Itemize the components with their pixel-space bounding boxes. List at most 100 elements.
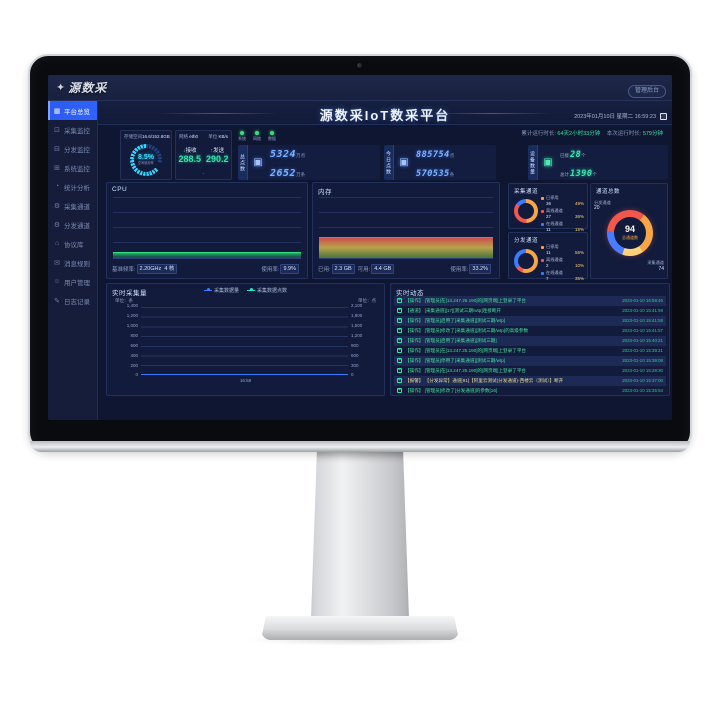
activity-row[interactable]: + 【操作】 [管理员]启用了[采集通道][测试三期] 2023-01-10 1…: [394, 336, 666, 346]
total-points-card: 总点数 ▣ 5324万点 2652万条: [238, 145, 380, 180]
sidebar-item-dispatch-channel[interactable]: ⚙ 分发通道: [48, 215, 97, 234]
sidebar-item-label: 采集监控: [64, 127, 90, 135]
today-points-value1: 885754: [416, 150, 450, 160]
left-axis-unit: 单位：条: [115, 298, 133, 303]
dispatch-channels-title: 分发通道: [514, 238, 539, 244]
sidebar-item-label: 协议库: [64, 241, 84, 249]
sidebar-item-log-records[interactable]: ✎ 日志记录: [48, 291, 97, 310]
storage-caption: 空间使用率: [138, 161, 154, 165]
logo-icon: ✦: [56, 82, 66, 94]
activity-row[interactable]: + 【操作】 [管理员]修改了[分发通道]的参数[16] 2023-01-10 …: [397, 387, 663, 394]
devices-vlabel: 设备数量: [528, 145, 538, 180]
line-marker-icon: [203, 288, 212, 292]
status-network: 网络: [253, 131, 261, 142]
status-system: 系统: [238, 131, 246, 142]
total-points-value1: 5324: [270, 149, 297, 160]
plus-icon[interactable]: +: [397, 357, 402, 364]
today-points-value2: 570535: [416, 169, 450, 179]
total-points-value2: 2652: [270, 168, 297, 179]
legend-series-2[interactable]: 采集数据点数: [247, 287, 287, 294]
activity-row[interactable]: + 【操作】 [管理员]在[13.247.25.190]的[网页端]上登录了平台…: [397, 347, 663, 354]
sidebar-item-collect-monitor[interactable]: ⊡ 采集监控: [48, 120, 97, 139]
plus-icon[interactable]: +: [397, 307, 402, 314]
memory-free-label: 可用:: [357, 267, 371, 273]
activity-row[interactable]: + 【操作】 [管理员]修改了[采集通道][测试三期/wtp]的高级参数 202…: [397, 327, 663, 334]
realtime-plot-area: [141, 307, 348, 375]
plus-icon[interactable]: +: [397, 377, 402, 384]
up-arrow-icon: ↑: [210, 148, 214, 154]
plus-icon[interactable]: +: [397, 297, 402, 304]
database-icon: ▣: [253, 157, 263, 168]
cpu-usage-label: 使用率:: [261, 267, 280, 273]
logo-text: 源数采: [68, 81, 108, 95]
plus-icon[interactable]: +: [397, 337, 402, 344]
plus-icon[interactable]: +: [397, 327, 402, 334]
activity-row[interactable]: + 【操作】 [管理员]在[13.247.25.190]的[网页端]上登录了平台…: [397, 367, 663, 374]
storage-card: 存储空间 16.6/152.8GB 8.5% 空间使用率: [120, 130, 172, 180]
system-monitor-icon: ⊞: [54, 164, 60, 172]
dispatch-channel-icon: ⚙: [53, 221, 61, 229]
collect-channels-panel: 采集通道 已停用 36 49% 离线通道 27 36% 在线通道 11 15%: [508, 183, 588, 232]
activity-row[interactable]: + 【操作】 [管理员]停用了[采集通道][测试三期/wtp] 2023-01-…: [394, 356, 666, 366]
green-dot-icon: [240, 131, 244, 135]
plus-icon[interactable]: +: [397, 367, 402, 374]
right-axis-ticks: 2,100 1,800 1,500 1,200 900 600 300 0: [351, 303, 363, 378]
storage-gauge: 8.5% 空间使用率: [130, 144, 162, 176]
memory-usage-label: 使用率:: [450, 267, 469, 273]
line-marker-icon: [247, 288, 255, 292]
app-logo: ✦ 源数采: [56, 79, 107, 96]
sidebar-item-protocol-library[interactable]: ⌂ 协议库: [48, 234, 97, 253]
sidebar-item-message-rules[interactable]: ✉ 消息规则: [48, 253, 97, 272]
collect-channels-title: 采集通道: [514, 189, 539, 195]
sidebar-item-label: 统计分析: [64, 184, 90, 192]
network-card: 网络 eth0 单位 KB/s ↓接收 288.5 ↑发送 290.2 -: [175, 130, 232, 180]
runtime-session-value: 579分钟: [642, 131, 663, 137]
activity-row[interactable]: + 【操作】 [管理员]在[13.247.25.190]的[网页端]上登录了平台…: [394, 296, 666, 306]
legend-item: 在线通道 11 15%: [541, 221, 584, 232]
admin-backend-button[interactable]: 管理后台: [627, 85, 666, 98]
sidebar-item-label: 采集通道: [64, 203, 90, 211]
legend-series-1[interactable]: 采集数据量: [203, 287, 239, 294]
runtime-total-label: 累计运行时长:: [521, 131, 556, 137]
overview-icon: ▦: [53, 107, 61, 115]
legend-dot-icon: [541, 245, 544, 249]
webcam-dot: [357, 63, 362, 68]
cpu-title: CPU: [112, 186, 128, 193]
runtime-summary: 累计运行时长: 64天2小时33分钟 本次运行时长: 579分钟: [521, 129, 668, 137]
fullscreen-icon[interactable]: [660, 113, 667, 120]
activity-row[interactable]: + 【操作】 [管理员]启用了[采集通道][测试三期/wtp] 2023-01-…: [394, 316, 666, 326]
plus-icon[interactable]: +: [397, 387, 402, 394]
network-unit: 单位 KB/s: [208, 134, 228, 139]
sidebar-item-statistics[interactable]: ◔ 统计分析: [48, 177, 97, 196]
collect-callout: 采集通道 74: [647, 260, 664, 272]
plus-icon[interactable]: +: [397, 317, 402, 324]
status-dots: 系统 网络 数据: [238, 131, 276, 142]
plus-icon[interactable]: +: [397, 347, 402, 354]
storage-title: 存储空间: [124, 134, 142, 139]
network-send: ↑发送 290.2: [205, 148, 229, 164]
today-points-card: 今日点数 ▣ 885754点 570535条: [384, 145, 496, 180]
activity-row-alarm[interactable]: + 【报警】 【分发异常】通道[91]【阿里云测试(分发通道)-西楼云（测试）】…: [394, 376, 666, 386]
sidebar-item-platform-overview[interactable]: ▦ 平台总览: [48, 101, 97, 120]
collect-channel-icon: ⚙: [53, 202, 61, 210]
sidebar-item-user-management[interactable]: ☺ 用户管理: [48, 272, 97, 291]
memory-title: 内存: [318, 189, 332, 196]
activity-list: + 【操作】 [管理员]在[13.247.25.190]的[网页端]上登录了平台…: [394, 296, 666, 396]
dispatch-callout: 分发通道 20: [594, 200, 611, 212]
activity-card: 实时动态 + 【操作】 [管理员]在[13.247.25.190]的[网页端]上…: [390, 283, 670, 396]
sidebar-item-system-monitor[interactable]: ⊞ 系统监控: [48, 158, 97, 177]
activity-row[interactable]: + 【通道】 [采集通道][17][测试三期/wtp]连接断开 2023-01-…: [397, 307, 663, 314]
user-management-icon: ☺: [53, 278, 61, 285]
runtime-total-value: 64天2小时33分钟: [557, 131, 601, 137]
title-band: 源数采IoT数采平台 2023年01月10日 星期二 16:59:23: [98, 101, 672, 125]
cpu-chart: [113, 197, 301, 259]
log-records-icon: ✎: [54, 297, 60, 305]
activity-title: 实时动态: [396, 290, 424, 297]
message-rules-icon: ✉: [54, 259, 60, 267]
runtime-session-label: 本次运行时长:: [606, 131, 642, 137]
today-points-vlabel: 今日点数: [384, 145, 394, 180]
down-arrow-icon: ↓: [182, 148, 186, 154]
sidebar-item-collect-channel[interactable]: ⚙ 采集通道: [48, 196, 97, 215]
sidebar-item-label: 日志记录: [64, 298, 90, 306]
sidebar-item-dispatch-monitor[interactable]: ⊟ 分发监控: [48, 139, 97, 158]
